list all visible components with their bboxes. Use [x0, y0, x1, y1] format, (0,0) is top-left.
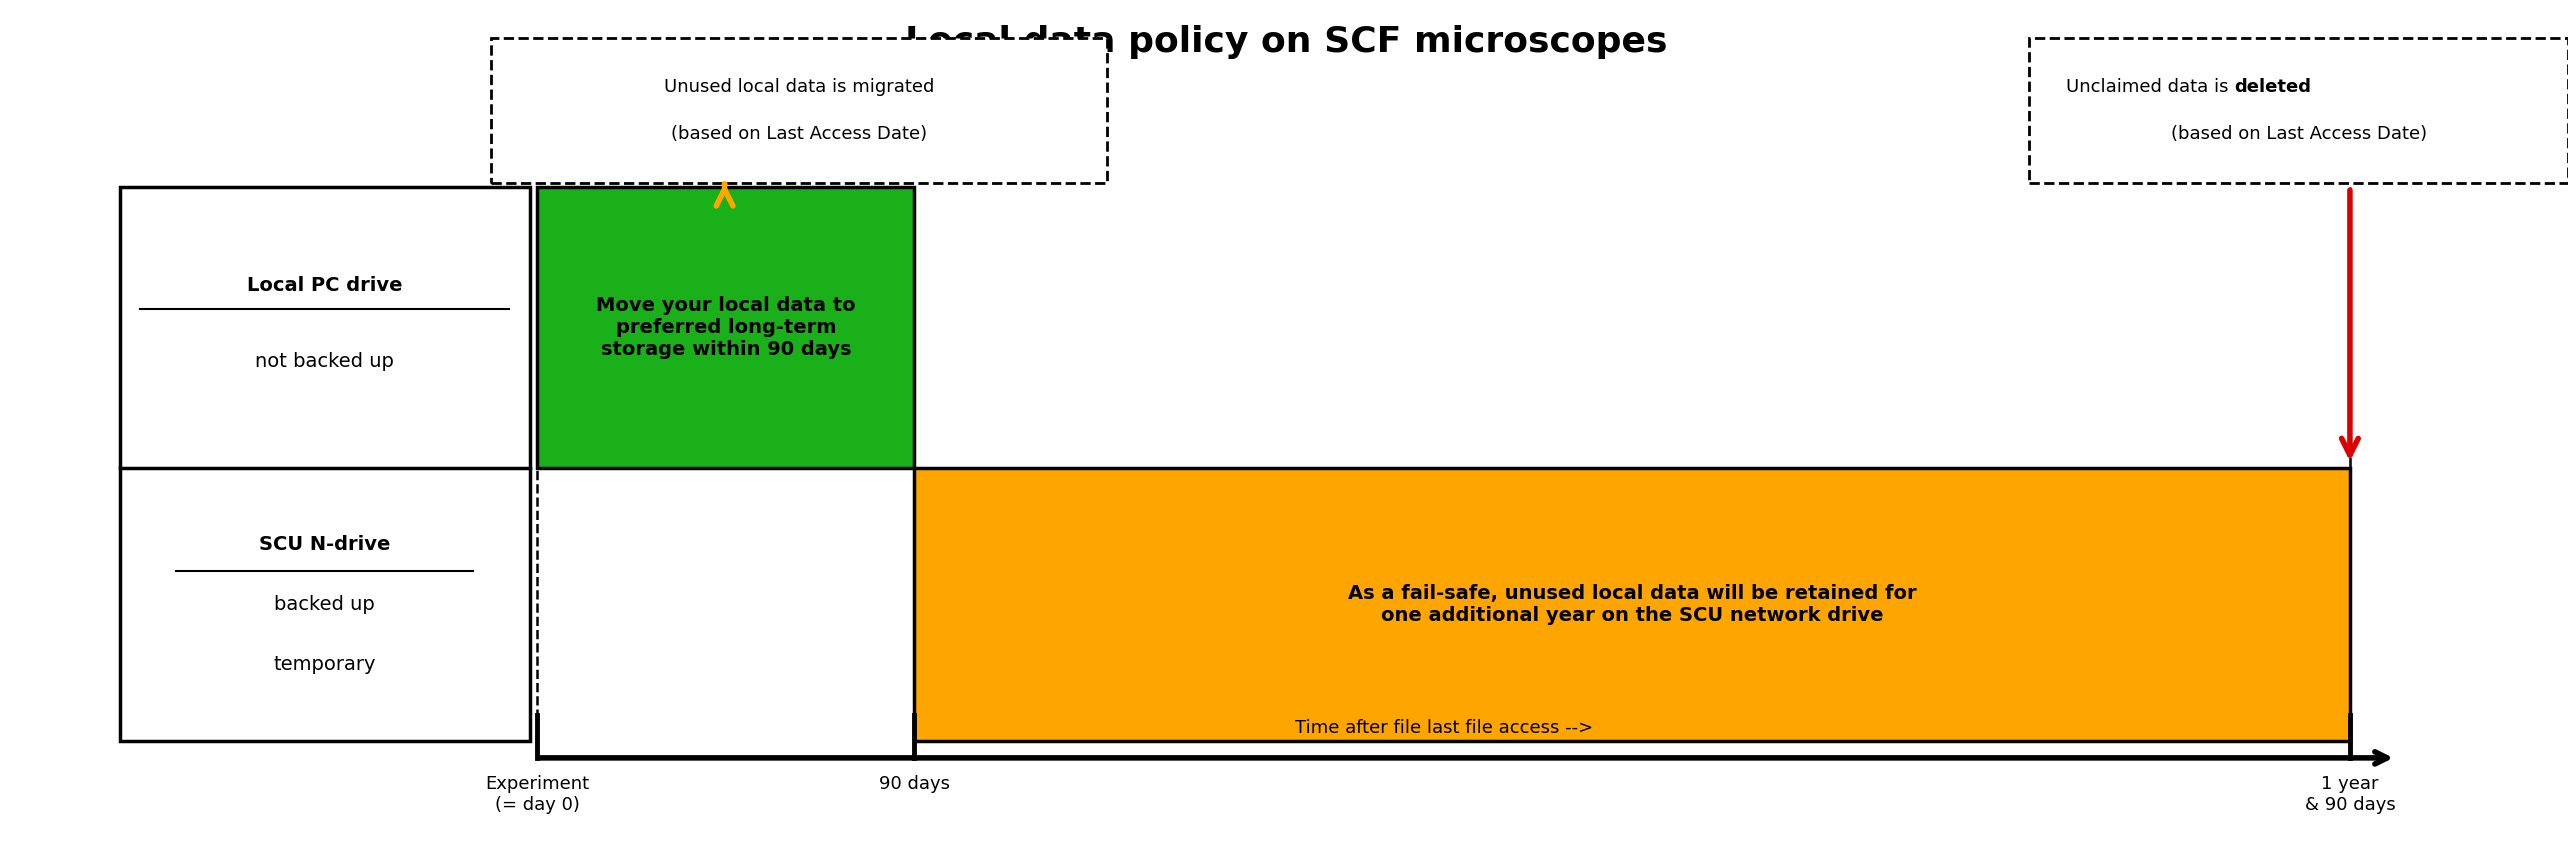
Text: Unclaimed data is: Unclaimed data is — [2065, 77, 2235, 95]
Text: (based on Last Access Date): (based on Last Access Date) — [2171, 126, 2428, 144]
Text: Time after file last file access -->: Time after file last file access --> — [1294, 719, 1592, 737]
Text: deleted: deleted — [2235, 77, 2312, 95]
Text: SCU N-drive: SCU N-drive — [260, 536, 391, 555]
Text: not backed up: not backed up — [255, 353, 394, 372]
Bar — [491, 38, 1106, 183]
Bar — [913, 469, 2351, 740]
Text: (based on Last Access Date): (based on Last Access Date) — [671, 126, 926, 144]
Text: temporary: temporary — [273, 654, 376, 673]
Bar — [538, 187, 913, 469]
Text: Local PC drive: Local PC drive — [247, 276, 401, 295]
Text: backed up: backed up — [275, 595, 376, 614]
Text: 1 year
& 90 days: 1 year & 90 days — [2305, 775, 2395, 814]
Text: Experiment
(= day 0): Experiment (= day 0) — [486, 775, 589, 814]
Text: Local data policy on SCF microscopes: Local data policy on SCF microscopes — [905, 26, 1667, 59]
Text: Unused local data is migrated: Unused local data is migrated — [664, 77, 934, 95]
Bar — [118, 187, 530, 740]
Text: As a fail-safe, unused local data will be retained for
one additional year on th: As a fail-safe, unused local data will b… — [1348, 584, 1916, 625]
Text: 90 days: 90 days — [880, 775, 949, 793]
Text: Move your local data to
preferred long-term
storage within 90 days: Move your local data to preferred long-t… — [597, 297, 856, 359]
Bar — [2029, 38, 2567, 183]
